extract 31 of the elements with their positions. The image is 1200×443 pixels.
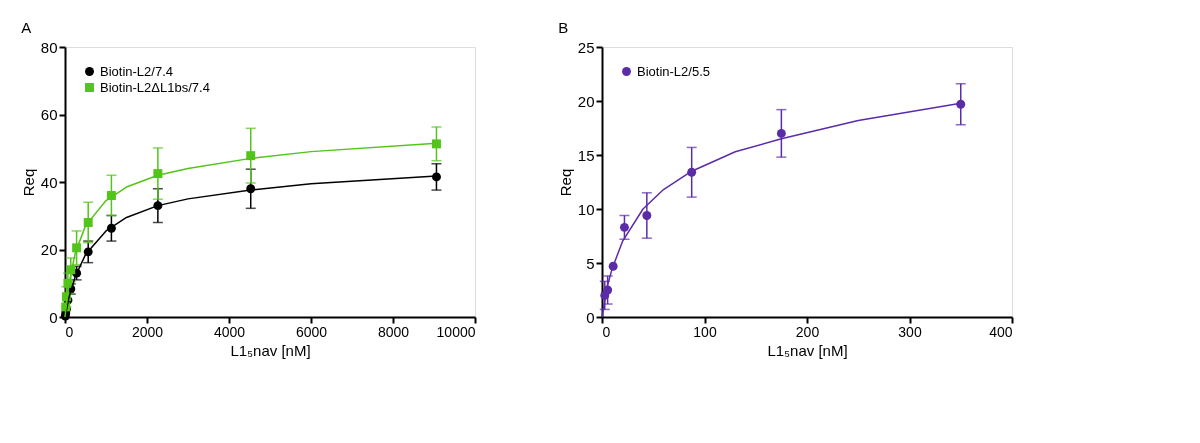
y-tick-label: 20 [40,241,58,258]
y-tick-label: 0 [49,308,58,326]
y-tick-label: 60 [40,106,58,123]
y-tick-label: 80 [40,38,58,56]
y-tick-label: 0 [586,308,595,326]
x-tick-label: 10000 [436,323,476,340]
y-tick-label: 20 [577,92,595,110]
y-tick-label: 15 [577,146,595,164]
y-tick-label: 40 [40,173,58,191]
x-tick-label: 300 [898,323,922,340]
y-tick-label: 5 [586,254,595,272]
x-tick-label: 6000 [295,323,328,340]
y-tick-label: 10 [577,200,595,218]
legend-label: Biotin-L2ΔL1bs/7.4 [100,79,210,95]
x-tick-label: 2000 [131,323,164,340]
legend-label: Biotin-L2/7.4 [100,63,173,79]
x-tick-label: 8000 [377,323,410,340]
text: B [558,19,569,36]
y-tick-label: 25 [577,38,595,56]
x-tick-label: 0 [602,323,611,340]
x-tick-label: 4000 [213,323,246,340]
y-axis-title: Req [556,168,574,197]
x-tick-label: 400 [989,323,1013,340]
x-axis-title: L1₅nav [nM] [767,341,848,359]
legend-label: Biotin-L2/5.5 [637,63,710,79]
x-axis-title: L1₅nav [nM] [230,341,311,359]
text: A [21,19,32,36]
x-tick-label: 0 [65,323,74,340]
x-tick-label: 200 [795,323,820,340]
y-axis-title: Req [19,168,37,197]
x-tick-label: 100 [693,323,717,340]
